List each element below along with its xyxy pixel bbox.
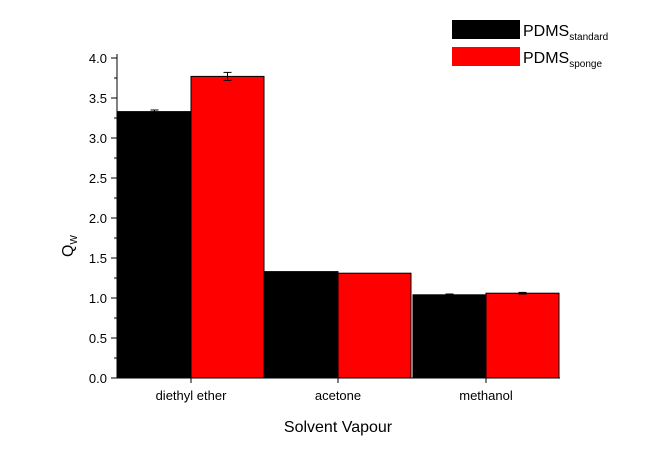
plot-area: [117, 71, 560, 379]
y-tick-label-4: 2.0: [89, 211, 107, 226]
y-tick-label-2: 1.0: [89, 291, 107, 306]
x-axis-title: Solvent Vapour: [284, 419, 393, 436]
legend-label-sponge: PDMSsponge: [523, 50, 602, 70]
y-tick-label-6: 3.0: [89, 131, 107, 146]
legend-label-standard-sub: standard: [569, 32, 608, 43]
legend-label-standard: PDMSstandard: [523, 23, 608, 43]
y-tick-label-7: 3.5: [89, 91, 107, 106]
x-axis: diethyl ether acetone methanol: [117, 377, 560, 403]
bar-standard-1: [264, 271, 339, 379]
y-tick-label-3: 1.5: [89, 251, 107, 266]
x-tick-label-2: methanol: [459, 388, 513, 403]
legend-swatch-sponge: [452, 47, 520, 66]
legend-swatch-standard: [452, 20, 520, 39]
bar-standard-2: [412, 294, 487, 379]
y-axis: 0.0 0.5 1.0 1.5 2.0 2.5 3.0 3.5 4.0: [89, 51, 118, 386]
y-axis-title-sub: W: [69, 235, 80, 245]
bar-sponge-0: [190, 75, 265, 379]
y-tick-label-8: 4.0: [89, 51, 107, 66]
legend-label-sponge-sub: sponge: [569, 59, 602, 70]
bar-standard-0: [117, 111, 192, 379]
legend-label-sponge-main: PDMS: [523, 50, 569, 67]
y-tick-label-5: 2.5: [89, 171, 107, 186]
bar-sponge-2: [485, 292, 560, 379]
y-axis-title: QW: [60, 235, 80, 257]
y-tick-label-0: 0.0: [89, 371, 107, 386]
y-axis-title-main: Q: [60, 245, 77, 257]
x-tick-label-0: diethyl ether: [156, 388, 227, 403]
legend: PDMSstandard PDMSsponge: [452, 20, 608, 70]
x-tick-label-1: acetone: [315, 388, 361, 403]
legend-label-standard-main: PDMS: [523, 23, 569, 40]
bar-sponge-1: [337, 272, 412, 379]
y-tick-label-1: 0.5: [89, 331, 107, 346]
